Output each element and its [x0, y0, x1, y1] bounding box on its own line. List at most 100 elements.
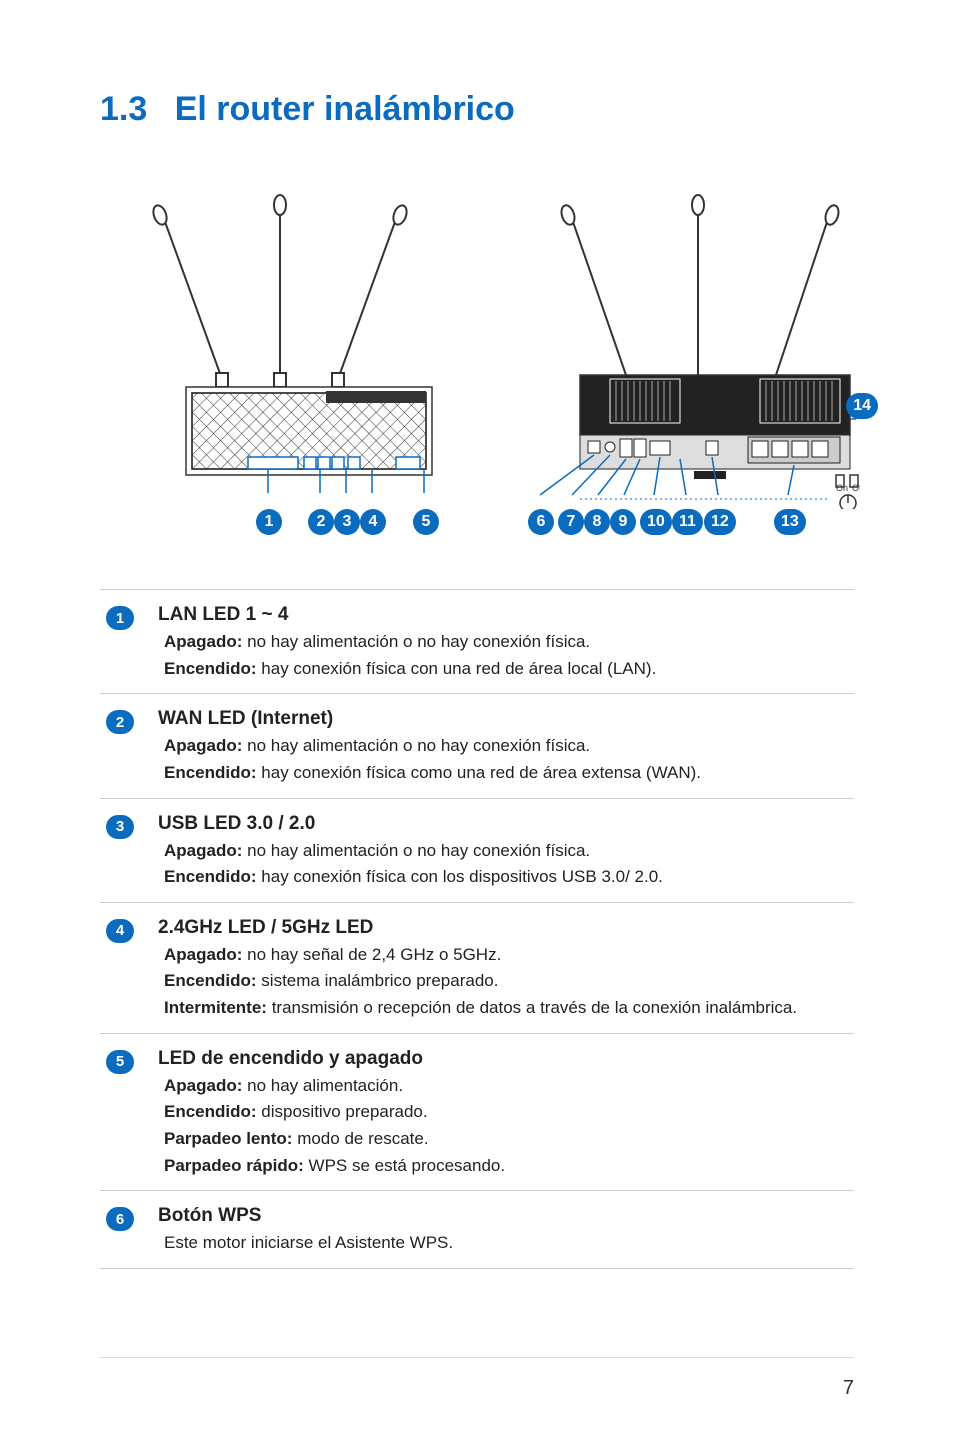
legend-line-bold: Apagado: — [164, 1076, 242, 1095]
legend-row-title: WAN LED (Internet) — [158, 708, 854, 730]
legend-line-text: no hay señal de 2,4 GHz o 5GHz. — [242, 945, 501, 964]
legend-row-content: 2.4GHz LED / 5GHz LED Apagado: no hay señ… — [158, 917, 854, 1021]
router-back-svg: On Off — [480, 179, 860, 509]
legend-row-title: Botón WPS — [158, 1205, 854, 1227]
footer-rule — [100, 1357, 854, 1358]
legend-line-bold: Apagado: — [164, 841, 242, 860]
legend-row-title: 2.4GHz LED / 5GHz LED — [158, 917, 854, 939]
callout-1: 1 — [256, 509, 282, 535]
legend-row-line: Apagado: no hay señal de 2,4 GHz o 5GHz. — [164, 943, 854, 968]
callout-5: 5 — [413, 509, 439, 535]
legend-num-2: 2 — [106, 710, 134, 734]
section-title-text: El router inalámbrico — [175, 90, 515, 128]
legend-num-6: 6 — [106, 1207, 134, 1231]
legend-row-line: Apagado: no hay alimentación o no hay co… — [164, 734, 854, 759]
legend-row-line: Encendido: hay conexión física con los d… — [164, 865, 854, 890]
legend-row-line: Apagado: no hay alimentación. — [164, 1074, 854, 1099]
callout-8: 8 — [584, 509, 610, 535]
legend-row: 3 USB LED 3.0 / 2.0 Apagado: no hay alimen… — [100, 799, 854, 903]
legend-row-line: Parpadeo lento: modo de rescate. — [164, 1127, 854, 1152]
legend-row-line: Intermitente: transmisión o recepción de… — [164, 996, 854, 1021]
legend-line-bold: Encendido: — [164, 867, 257, 886]
legend-row-line: Este motor iniciarse el Asistente WPS. — [164, 1231, 854, 1256]
svg-text:Off: Off — [852, 483, 860, 493]
legend-row-index: 3 — [100, 813, 140, 890]
legend-line-bold: Encendido: — [164, 763, 257, 782]
callout-9: 9 — [610, 509, 636, 535]
callout-13: 13 — [774, 509, 806, 535]
legend-row-index: 4 — [100, 917, 140, 1021]
legend-num-5: 5 — [106, 1050, 134, 1074]
legend-row-index: 1 — [100, 604, 140, 681]
router-front-diagram: 1234 5 — [100, 179, 460, 549]
legend-table: 1 LAN LED 1 ~ 4 Apagado: no hay alimentaci… — [100, 589, 854, 1269]
legend-row-content: WAN LED (Internet) Apagado: no hay alimen… — [158, 708, 854, 785]
diagram-row: 12345 — [100, 179, 854, 549]
legend-row-content: USB LED 3.0 / 2.0 Apagado: no hay aliment… — [158, 813, 854, 890]
callout-7: 7 — [558, 509, 584, 535]
callout-2: 2 — [308, 509, 334, 535]
front-callouts: 1234 5 — [100, 509, 460, 549]
legend-line-bold: Intermitente: — [164, 998, 267, 1017]
router-front-svg — [100, 179, 460, 509]
svg-text:On: On — [836, 483, 848, 493]
legend-row-index: 6 — [100, 1205, 140, 1256]
callout-6: 6 — [528, 509, 554, 535]
legend-row-content: Botón WPS Este motor iniciarse el Asisten… — [158, 1205, 854, 1256]
legend-row: 4 2.4GHz LED / 5GHz LED Apagado: no hay se… — [100, 903, 854, 1034]
legend-line-bold: Parpadeo lento: — [164, 1129, 292, 1148]
legend-row: 5 LED de encendido y apagado Apagado: no h… — [100, 1034, 854, 1192]
legend-line-text: no hay alimentación o no hay conexión fí… — [242, 632, 590, 651]
legend-row-title: LED de encendido y apagado — [158, 1048, 854, 1070]
legend-row-content: LAN LED 1 ~ 4 Apagado: no hay alimentació… — [158, 604, 854, 681]
legend-line-bold: Parpadeo rápido: — [164, 1156, 304, 1175]
callout-12: 12 — [704, 509, 736, 535]
legend-line-bold: Encendido: — [164, 971, 257, 990]
section-heading: 1.3 El router inalámbrico — [100, 90, 854, 129]
legend-row-line: Encendido: sistema inalámbrico preparado… — [164, 969, 854, 994]
legend-row-line: Encendido: hay conexión física como una … — [164, 761, 854, 786]
legend-row: 1 LAN LED 1 ~ 4 Apagado: no hay alimentaci… — [100, 590, 854, 694]
legend-line-text: no hay alimentación o no hay conexión fí… — [242, 736, 590, 755]
legend-row-line: Encendido: dispositivo preparado. — [164, 1100, 854, 1125]
legend-line-text: no hay alimentación o no hay conexión fí… — [242, 841, 590, 860]
section-number: 1.3 — [100, 90, 147, 128]
callout-14: 14 — [846, 393, 878, 419]
back-callouts: 6789101112 13 — [528, 509, 860, 549]
legend-line-text: hay conexión física con los dispositivos… — [257, 867, 663, 886]
legend-line-bold: Encendido: — [164, 1102, 257, 1121]
legend-num-4: 4 — [106, 919, 134, 943]
legend-row-line: Encendido: hay conexión física con una r… — [164, 657, 854, 682]
router-back-diagram: On Off 678910111213 14 — [480, 179, 860, 549]
legend-num-1: 1 — [106, 606, 134, 630]
legend-line-text: dispositivo preparado. — [257, 1102, 428, 1121]
legend-row: 6 Botón WPS Este motor iniciarse el Asiste… — [100, 1191, 854, 1269]
legend-row-line: Parpadeo rápido: WPS se está procesando. — [164, 1154, 854, 1179]
legend-row-index: 5 — [100, 1048, 140, 1179]
legend-row-index: 2 — [100, 708, 140, 785]
legend-line-text: hay conexión física como una red de área… — [257, 763, 701, 782]
callout-11: 11 — [672, 509, 703, 535]
legend-line-text: modo de rescate. — [292, 1129, 428, 1148]
callout-3: 3 — [334, 509, 360, 535]
legend-row-content: LED de encendido y apagado Apagado: no ha… — [158, 1048, 854, 1179]
legend-line-bold: Apagado: — [164, 736, 242, 755]
legend-line-text: sistema inalámbrico preparado. — [257, 971, 499, 990]
legend-line-text: Este motor iniciarse el Asistente WPS. — [164, 1233, 453, 1252]
legend-row: 2 WAN LED (Internet) Apagado: no hay alime… — [100, 694, 854, 798]
legend-row-line: Apagado: no hay alimentación o no hay co… — [164, 839, 854, 864]
legend-line-bold: Apagado: — [164, 632, 242, 651]
page-number: 7 — [843, 1377, 854, 1400]
legend-line-bold: Apagado: — [164, 945, 242, 964]
legend-num-3: 3 — [106, 815, 134, 839]
legend-line-bold: Encendido: — [164, 659, 257, 678]
legend-line-text: hay conexión física con una red de área … — [257, 659, 657, 678]
legend-row-line: Apagado: no hay alimentación o no hay co… — [164, 630, 854, 655]
legend-row-title: LAN LED 1 ~ 4 — [158, 604, 854, 626]
callout-4: 4 — [360, 509, 386, 535]
legend-line-text: transmisión o recepción de datos a travé… — [267, 998, 797, 1017]
legend-row-title: USB LED 3.0 / 2.0 — [158, 813, 854, 835]
legend-line-text: WPS se está procesando. — [304, 1156, 505, 1175]
callout-10: 10 — [640, 509, 672, 535]
legend-line-text: no hay alimentación. — [242, 1076, 403, 1095]
